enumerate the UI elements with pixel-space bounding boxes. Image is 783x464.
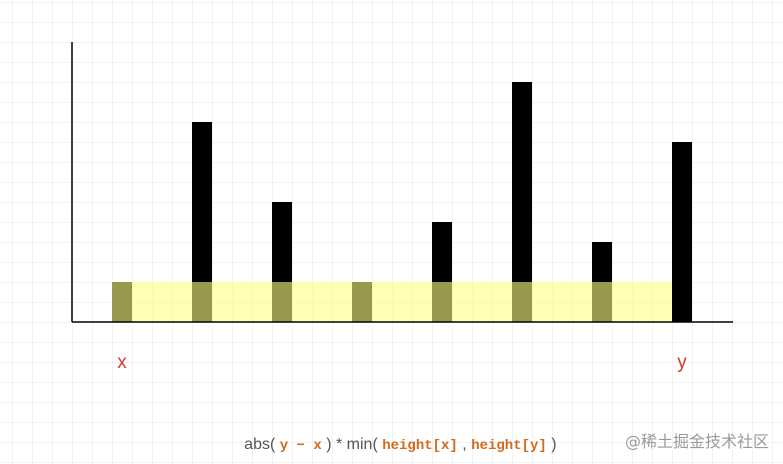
formula: abs( y − x ) * min( height[x] , height[y… [0, 418, 783, 464]
formula-code: height[y] [471, 438, 547, 454]
bars [112, 82, 692, 322]
formula-text: ) * min( [321, 436, 383, 453]
right-label: y [677, 352, 687, 373]
bar [512, 82, 532, 322]
formula-code: y − x [279, 438, 322, 454]
formula-code: height[x] [382, 438, 458, 454]
formula-text: , [457, 436, 472, 453]
left-label: x [117, 352, 127, 373]
formula-text: abs( [244, 436, 280, 453]
watermark: @稀土掘金技术社区 [624, 432, 769, 451]
bar [672, 142, 692, 322]
formula-text: ) [546, 436, 557, 453]
bar [192, 122, 212, 322]
water-area [112, 282, 672, 322]
